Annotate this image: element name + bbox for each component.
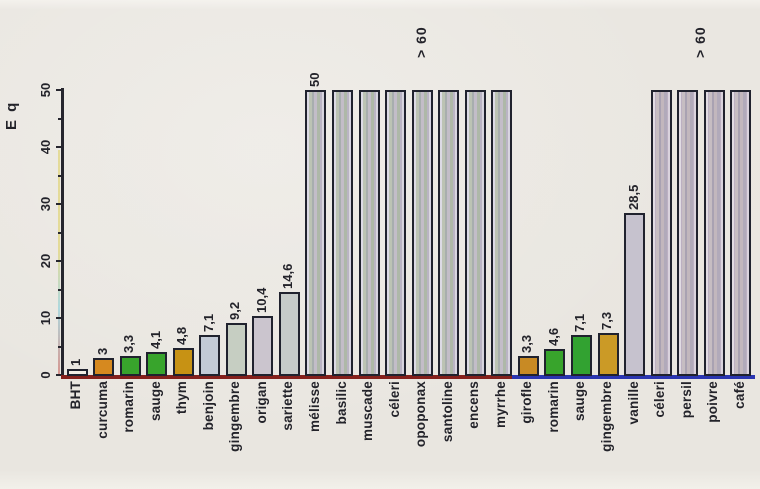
category-label-girofle: girofle xyxy=(519,381,535,424)
category-label-benjoin: benjoin xyxy=(200,381,216,431)
bar-sauge xyxy=(570,334,592,376)
category-label-persil: persil xyxy=(678,381,694,419)
y-tick-major xyxy=(56,203,63,205)
bar-girofle xyxy=(517,356,539,376)
category-label-basilic: basilic xyxy=(333,381,349,425)
y-tick-minor xyxy=(58,288,63,291)
y-tick-major xyxy=(56,317,63,319)
bar-opoponax xyxy=(411,90,433,376)
y-tick-label: 50 xyxy=(38,82,53,98)
y-tick-minor xyxy=(58,345,63,348)
category-label-muscade: muscade xyxy=(360,381,376,441)
value-label-mélisse: 50 xyxy=(306,72,322,87)
y-axis-title: E q xyxy=(3,100,20,130)
baseline-left-red xyxy=(61,375,512,379)
bar-vanille xyxy=(624,212,646,376)
category-label-café: café xyxy=(731,381,747,409)
y-tick-label: 30 xyxy=(38,196,53,212)
bar-romarin xyxy=(119,356,141,376)
bar-muscade xyxy=(358,90,380,376)
value-label-sariette: 14,6 xyxy=(280,263,296,289)
category-label-thym: thym xyxy=(174,381,190,415)
category-label-sauge: sauge xyxy=(147,381,163,422)
bar-mélisse xyxy=(305,90,327,376)
bar-persil xyxy=(677,90,699,376)
y-tick-major xyxy=(56,260,63,262)
bar-sauge xyxy=(146,351,168,376)
bar-benjoin xyxy=(199,334,221,376)
category-label-mélisse: mélisse xyxy=(306,381,322,432)
bar-basilic xyxy=(332,90,353,376)
bar-romarin xyxy=(544,348,566,376)
value-label-gingembre: 7,3 xyxy=(599,312,614,331)
category-label-curcuma: curcuma xyxy=(94,381,110,439)
category-label-céleri: céleri xyxy=(652,381,668,418)
category-label-gingembre: gingembre xyxy=(599,381,614,452)
value-label-origan: 10,4 xyxy=(253,287,269,313)
bar-gingembre xyxy=(225,322,247,376)
y-tick-label: 20 xyxy=(38,253,53,269)
category-label-myrrhe: myrrhe xyxy=(492,381,508,428)
bar-origan xyxy=(252,315,274,376)
category-label-sariette: sariette xyxy=(280,381,296,431)
bar-BHT xyxy=(66,369,88,376)
value-label-sauge: 7,1 xyxy=(572,313,588,332)
value-label-gingembre: 9,2 xyxy=(227,301,243,320)
category-label-gingembre: gingembre xyxy=(227,381,243,452)
value-label-sauge: 4,1 xyxy=(147,330,163,349)
y-tick-major xyxy=(56,374,63,376)
bar-céleri xyxy=(385,90,407,376)
bar-café xyxy=(730,90,752,376)
bar-sariette xyxy=(278,291,300,376)
value-label-curcuma: 3 xyxy=(94,347,110,355)
y-tick-label: 40 xyxy=(38,139,53,155)
y-tick-label: 0 xyxy=(38,371,53,379)
category-label-opoponax: opoponax xyxy=(413,381,429,448)
y-tick-minor xyxy=(58,174,63,177)
value-label-girofle: 3,3 xyxy=(519,335,535,354)
y-tick-minor xyxy=(58,231,63,234)
bar-céleri xyxy=(650,90,672,376)
value-label-romarin: 3,3 xyxy=(121,335,137,354)
bar-myrrhe xyxy=(491,90,513,376)
category-label-encens: encens xyxy=(466,381,482,429)
value-label-BHT: 1 xyxy=(68,359,83,367)
bar-encens xyxy=(464,90,486,376)
bar-gingembre xyxy=(597,333,619,376)
category-label-poivre: poivre xyxy=(705,381,721,423)
category-label-BHT: BHT xyxy=(68,381,83,410)
category-label-romarin: romarin xyxy=(545,381,561,433)
y-tick-major xyxy=(56,89,63,91)
category-label-origan: origan xyxy=(253,381,269,424)
bar-thym xyxy=(172,347,194,376)
category-label-romarin: romarin xyxy=(121,381,137,433)
value-label-thym: 4,8 xyxy=(174,326,190,345)
value-label-benjoin: 7,1 xyxy=(200,313,216,332)
category-label-santoline: santoline xyxy=(439,381,455,443)
category-label-sauge: sauge xyxy=(572,381,588,422)
value-label-vanille: 28,5 xyxy=(625,184,641,210)
value-label-romarin: 4,6 xyxy=(545,327,561,346)
bar-santoline xyxy=(438,90,460,376)
y-tick-major xyxy=(56,146,63,148)
y-tick-label: 10 xyxy=(38,310,53,326)
bar-poivre xyxy=(703,90,725,376)
bar-curcuma xyxy=(93,357,115,376)
y-axis-color-fringe xyxy=(58,150,60,376)
category-label-céleri: céleri xyxy=(386,381,402,418)
category-label-vanille: vanille xyxy=(625,381,641,425)
y-tick-minor xyxy=(58,117,63,120)
annotation-gt60-2: > 60 xyxy=(691,26,708,58)
annotation-gt60-1: > 60 xyxy=(413,26,430,58)
baseline-right-blue xyxy=(512,375,755,379)
